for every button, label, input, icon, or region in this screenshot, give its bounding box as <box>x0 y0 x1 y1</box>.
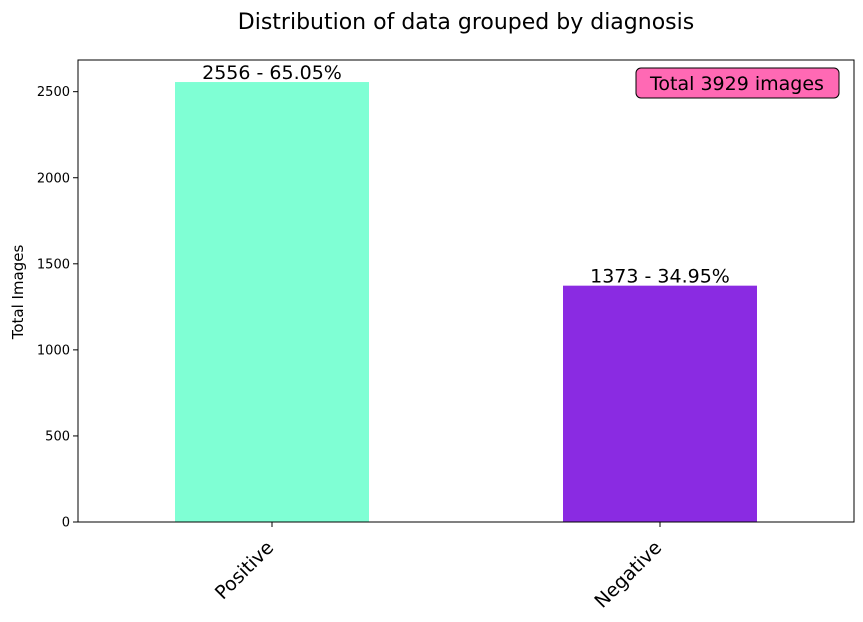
bar-positive <box>175 82 369 523</box>
total-annotation: Total 3929 images <box>635 67 840 99</box>
y-tick-label: 2000 <box>37 171 70 186</box>
y-tick-label: 0 <box>62 516 70 531</box>
total-annotation-text: Total 3929 images <box>649 73 824 95</box>
data-label-negative: 1373 - 34.95% <box>590 266 730 288</box>
y-tick-label: 500 <box>45 429 70 444</box>
plot-frame <box>77 59 855 523</box>
bars-group <box>175 82 757 523</box>
x-tick-label-positive: Positive <box>211 537 278 604</box>
y-tick-label: 1000 <box>37 343 70 358</box>
x-ticks-group: Positive Negative <box>211 522 666 613</box>
chart-title: Distribution of data grouped by diagnosi… <box>238 10 694 35</box>
y-tick-label: 1500 <box>37 257 70 272</box>
x-tick-label-negative: Negative <box>590 537 666 613</box>
y-tick-label: 2500 <box>37 85 70 100</box>
data-label-positive: 2556 - 65.05% <box>202 62 342 84</box>
data-labels-group: 2556 - 65.05% 1373 - 34.95% <box>202 62 730 288</box>
y-axis-label: Total Images <box>9 245 27 341</box>
y-ticks-group: 0 500 1000 1500 2000 2500 <box>37 85 78 531</box>
total-annotation-box <box>635 67 840 99</box>
bar-negative <box>563 285 757 522</box>
